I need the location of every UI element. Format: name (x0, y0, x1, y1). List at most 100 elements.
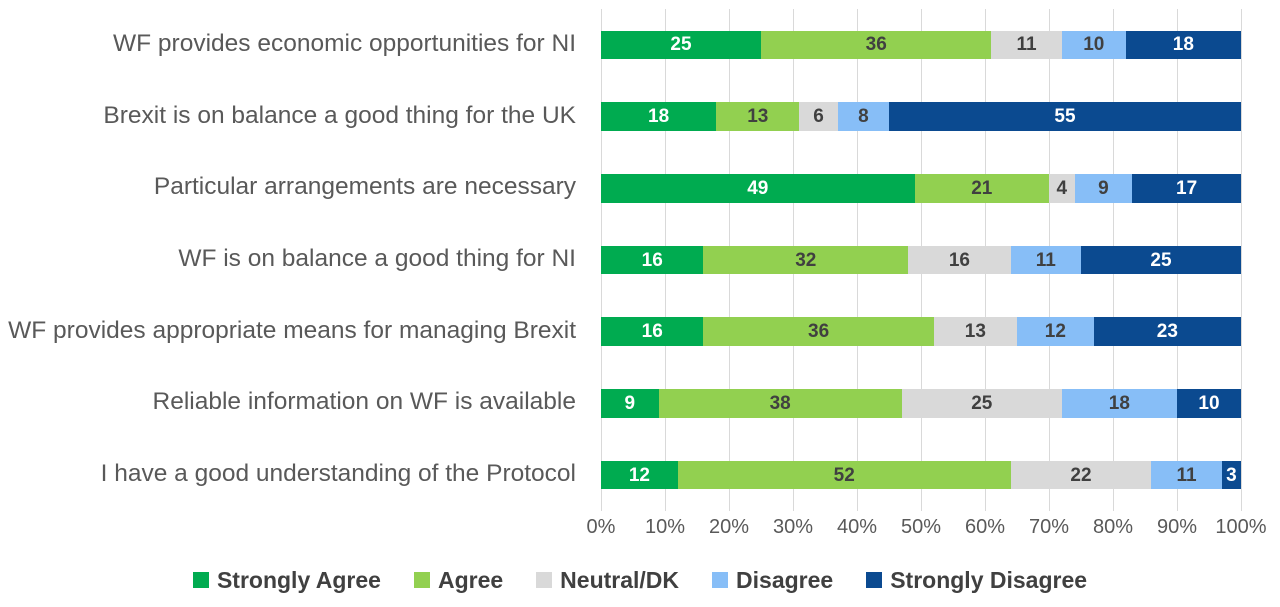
legend-label: Strongly Agree (216, 566, 381, 593)
data-label: 55 (1054, 106, 1076, 128)
x-axis-tick-label: 100% (1215, 516, 1267, 538)
data-label: 23 (1156, 321, 1178, 343)
category-label: Particular arrangements are necessary (153, 173, 576, 201)
bar-row: 18 13 6 8 55 (601, 102, 1241, 131)
bar-segment: 18 (1125, 30, 1241, 60)
bar-segment: 16 (601, 245, 704, 275)
data-label: 36 (808, 321, 830, 343)
bar-row: 9 38 25 18 10 (601, 389, 1241, 418)
bar-segment: 38 (658, 389, 902, 418)
bar-segment: 11 (1010, 245, 1081, 275)
bar-segment: 11 (1151, 460, 1222, 490)
bar-segment: 25 (1080, 245, 1241, 275)
bar-segment: 25 (901, 389, 1062, 418)
category-label: WF provides appropriate means for managi… (8, 316, 576, 344)
data-label: 49 (747, 177, 769, 199)
category-label: WF is on balance a good thing for NI (178, 245, 576, 272)
x-axis-tick-label: 40% (836, 516, 878, 538)
data-label: 52 (833, 464, 855, 486)
bar-segment: 11 (991, 30, 1062, 60)
bar-row: 16 32 16 11 25 (601, 245, 1241, 275)
legend-swatch-icon (192, 572, 209, 588)
legend-swatch-icon (712, 572, 729, 588)
x-axis-tick-label: 20% (708, 516, 750, 538)
bar-segment: 12 (1016, 317, 1094, 346)
bar-segment: 21 (914, 174, 1049, 203)
x-axis-tick-label: 80% (1092, 516, 1134, 538)
data-label: 10 (1083, 34, 1105, 56)
bar-segment: 55 (888, 102, 1241, 131)
bar-row: 16 36 13 12 23 (601, 317, 1241, 346)
legend-item: Disagree (712, 567, 833, 594)
bar-segment: 8 (837, 102, 889, 131)
data-label: 16 (948, 249, 970, 271)
data-label: 13 (964, 321, 986, 343)
bar-segment: 52 (677, 460, 1011, 490)
data-label: 10 (1198, 392, 1220, 414)
data-label: 9 (624, 392, 636, 414)
data-label: 9 (1098, 177, 1109, 199)
x-axis-tick-label: 10% (644, 516, 686, 538)
legend-swatch-icon (866, 572, 883, 588)
bar-segment: 13 (716, 102, 800, 131)
category-label: I have a good understanding of the Proto… (100, 460, 576, 488)
bar-row: 49 21 4 9 17 (601, 174, 1241, 203)
bar-segment: 6 (799, 102, 838, 131)
category-label: WF provides economic opportunities for N… (113, 29, 576, 57)
bar-segment: 36 (761, 30, 992, 60)
data-label: 11 (1176, 464, 1197, 486)
legend-swatch-icon (413, 572, 430, 588)
bar-segment: 16 (908, 245, 1011, 275)
bar-segment: 32 (703, 245, 909, 275)
data-label: 25 (670, 34, 692, 56)
data-label: 11 (1016, 34, 1037, 56)
bar-segment: 22 (1010, 460, 1152, 490)
data-label: 12 (628, 464, 650, 486)
x-axis-tick-label: 60% (964, 516, 1006, 538)
bar-segment: 18 (601, 102, 717, 131)
category-label: Reliable information on WF is available (152, 388, 577, 416)
legend: Strongly Agree Agree Neutral/DK Disagree Str… (0, 564, 1280, 596)
bar-segment: 25 (601, 30, 761, 60)
data-label: 17 (1176, 177, 1198, 199)
bar-segment: 10 (1176, 389, 1241, 418)
legend-item: Neutral/DK (536, 567, 679, 594)
bar-segment: 16 (601, 317, 704, 346)
x-axis-tick-label: 0% (586, 516, 616, 538)
legend-label: Agree (437, 566, 504, 593)
bar-segment: 49 (601, 174, 915, 203)
bar-segment: 17 (1132, 174, 1241, 203)
data-label: 18 (1108, 392, 1130, 414)
data-label: 16 (641, 249, 663, 271)
plot-area: 25 36 11 10 18 18 13 6 8 55 49 21 4 9 17 16 32 16 11 25 16 36… (600, 9, 1242, 511)
data-label: 36 (865, 34, 887, 56)
bar-segment: 18 (1061, 389, 1177, 418)
bar-segment: 9 (601, 389, 659, 418)
data-label: 8 (858, 106, 869, 128)
data-label: 38 (769, 392, 791, 414)
data-label: 11 (1035, 249, 1056, 271)
bar-segment: 10 (1061, 30, 1126, 60)
legend-item: Strongly Agree (192, 566, 381, 594)
legend-label: Disagree (736, 566, 834, 593)
data-label: 18 (1172, 34, 1194, 56)
bar-segment: 23 (1093, 317, 1241, 346)
legend-item: Agree (413, 566, 504, 594)
bar-segment: 12 (601, 460, 678, 490)
bar-row: 25 36 11 10 18 (601, 30, 1241, 60)
data-label: 12 (1044, 321, 1066, 343)
data-label: 16 (641, 321, 663, 343)
legend-item: Strongly Disagree (866, 567, 1087, 594)
x-axis-tick-label: 90% (1156, 516, 1198, 538)
data-label: 18 (648, 106, 670, 128)
data-label: 4 (1056, 177, 1068, 199)
bar-segment: 4 (1048, 174, 1075, 203)
legend-swatch-icon (536, 572, 553, 588)
legend-label: Neutral/DK (560, 566, 680, 593)
bar-row: 12 52 22 11 3 (601, 460, 1241, 490)
data-label: 22 (1070, 464, 1092, 486)
data-label: 3 (1226, 464, 1237, 486)
legend-label: Strongly Disagree (890, 566, 1088, 593)
bar-segment: 13 (933, 317, 1017, 346)
